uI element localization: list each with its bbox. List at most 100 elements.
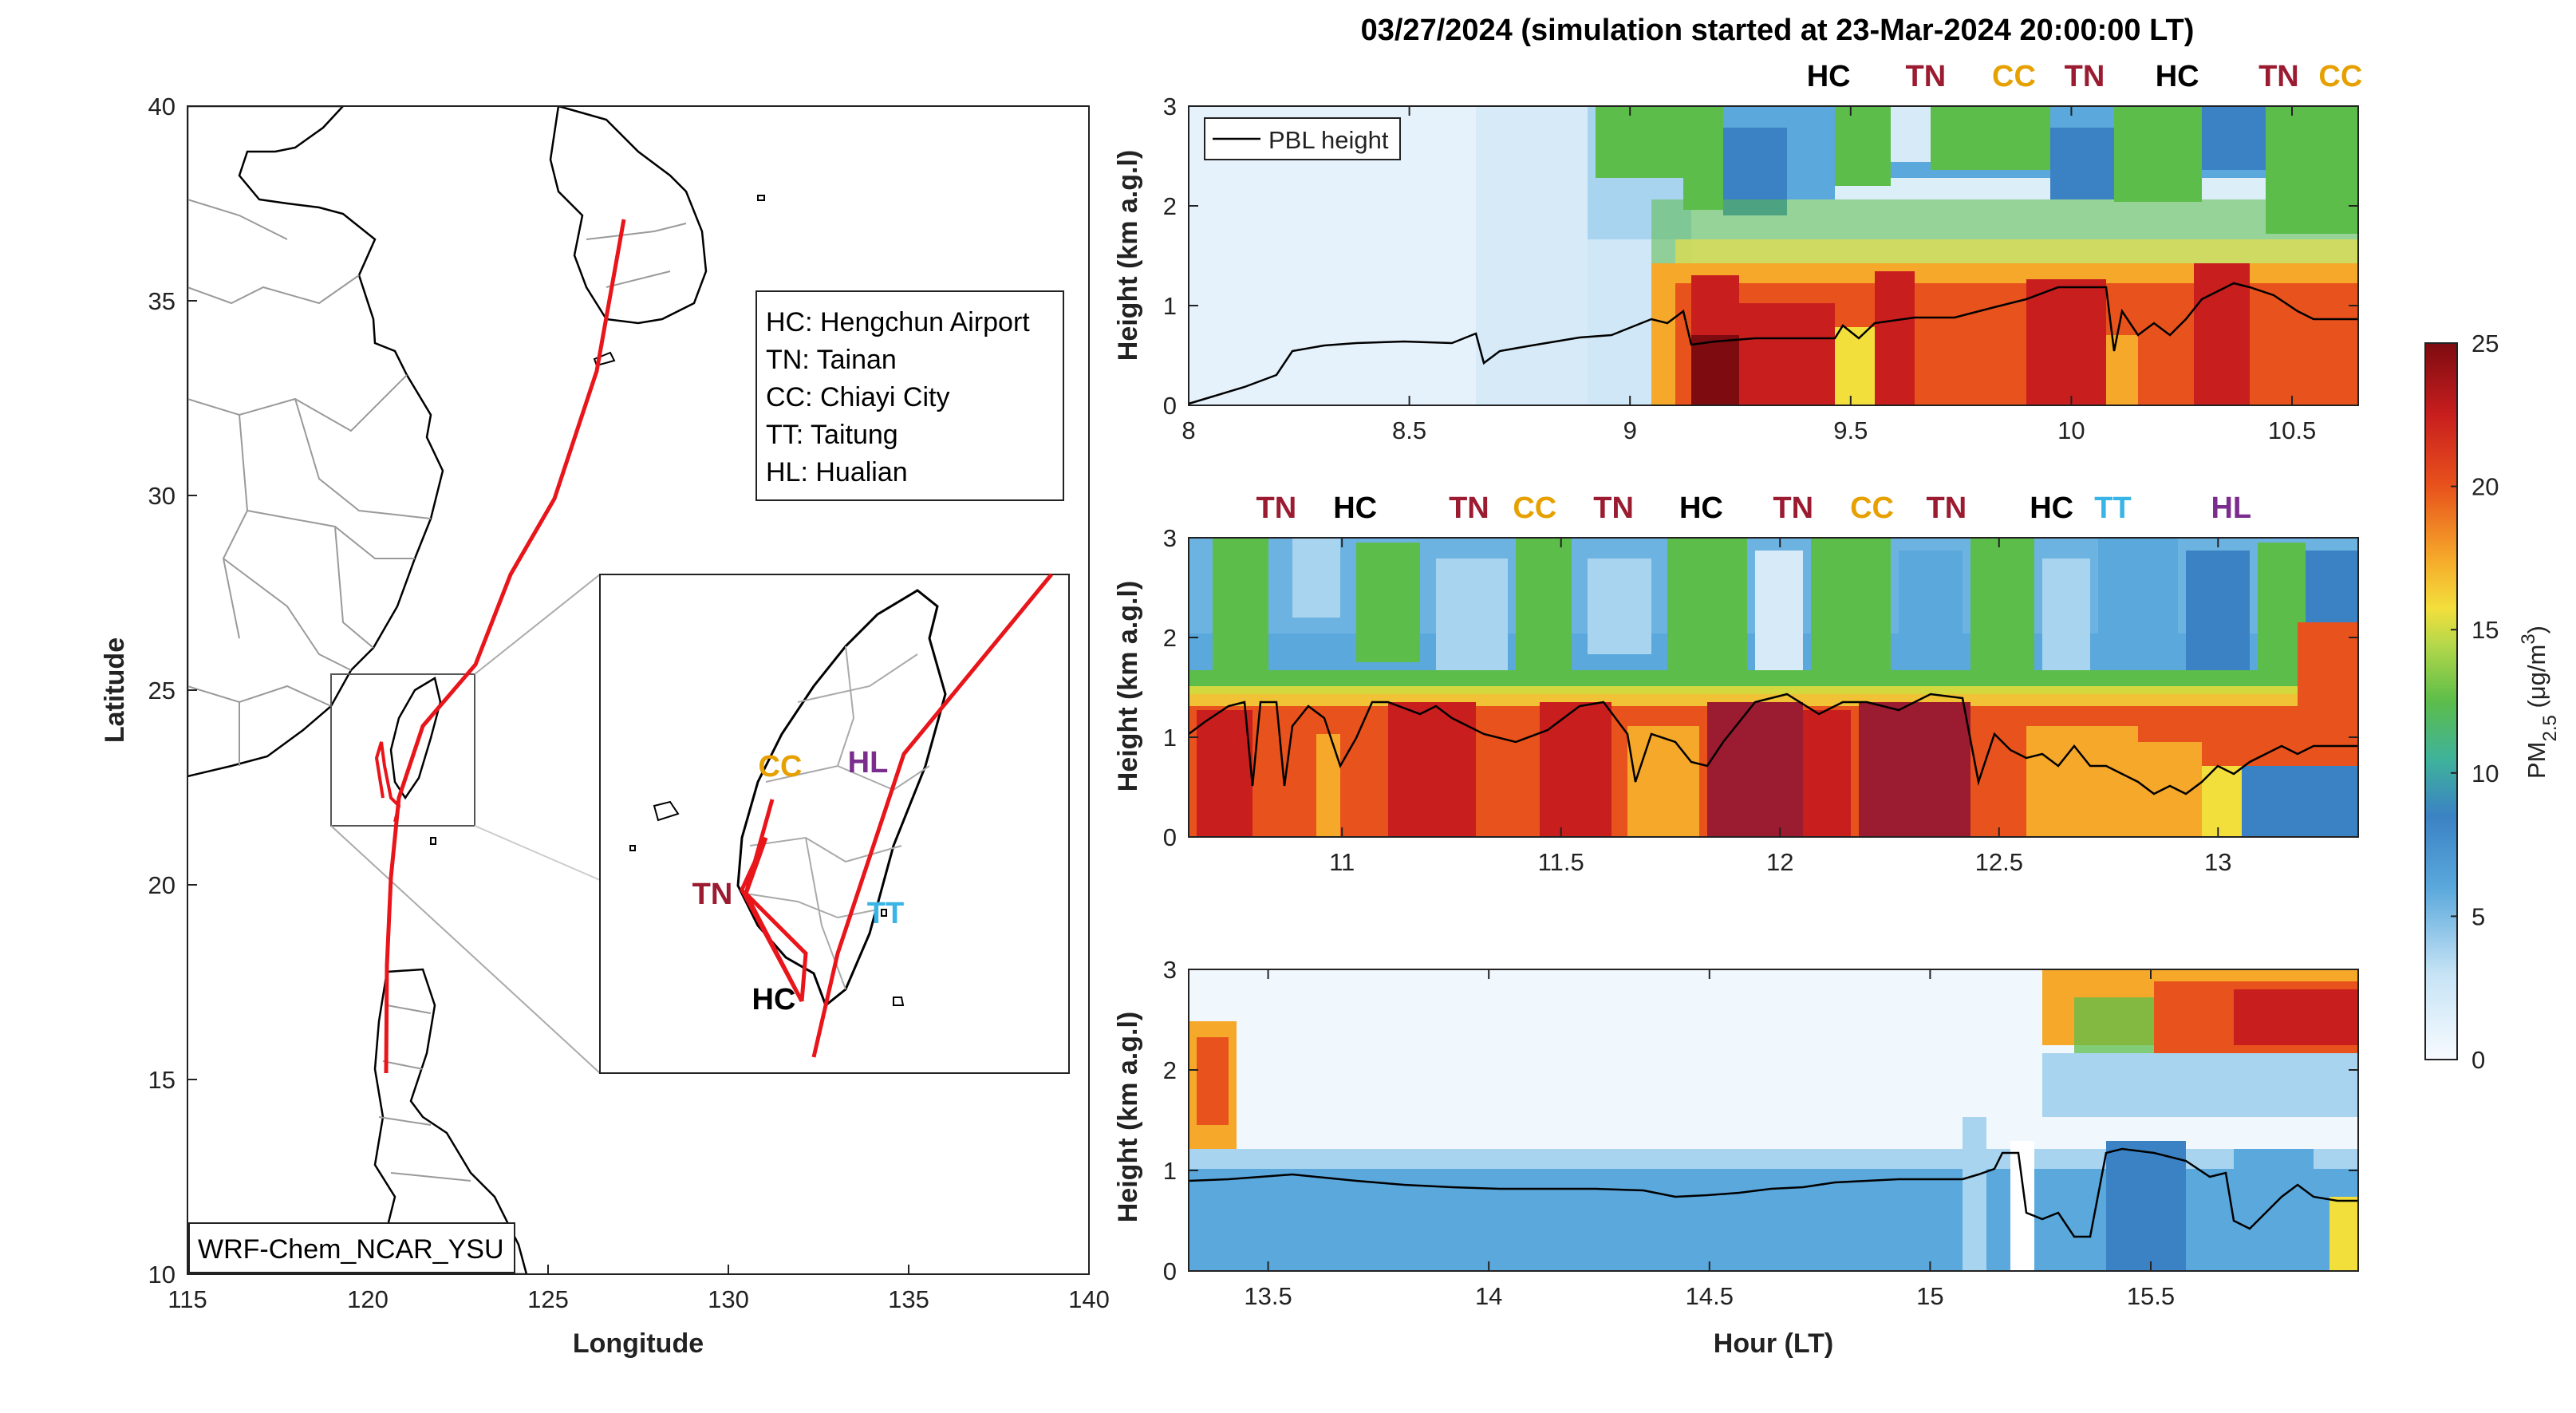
map-ytick-label: 40 (148, 93, 176, 120)
xtick-label: 12.5 (1975, 848, 2023, 876)
ytick-label: 2 (1163, 1056, 1177, 1084)
ytick-label: 3 (1163, 524, 1177, 552)
flight-track (384, 219, 626, 1074)
site-label-tn: TN (2258, 60, 2299, 93)
xtick-label: 8.5 (1392, 416, 1426, 444)
panel-2-ylabel: Height (km a.g.l) (1113, 581, 1143, 791)
zoom-connector-mid (474, 825, 601, 881)
panel-2-site-labels: TN HC TN CC TN HC TN CC TN HC TT HL (1256, 491, 2251, 525)
ytick-label: 2 (1163, 192, 1177, 220)
site-label-tt: TT (2094, 491, 2131, 525)
legend-tt: TT: Taitung (766, 420, 898, 450)
map-xlabel: Longitude (573, 1328, 704, 1359)
xtick-label: 8 (1181, 416, 1195, 444)
site-label-hl: HL (2211, 491, 2251, 525)
map-xtick-label: 120 (347, 1285, 389, 1313)
site-label-hc: HC (1679, 491, 1723, 525)
site-label-tn: TN (1927, 491, 1967, 525)
map-xtick-label: 125 (527, 1285, 569, 1313)
pbl-legend: PBL height (1204, 117, 1401, 160)
ytick-label: 3 (1163, 93, 1177, 120)
xtick-label: 15 (1916, 1282, 1943, 1310)
xtick-label: 14 (1475, 1282, 1502, 1310)
colorbar-tick-label: 15 (2471, 616, 2499, 644)
map-ytick-label: 25 (148, 677, 176, 705)
xtick-label: 10 (2057, 416, 2085, 444)
pbl-height-line-3 (1188, 1147, 2358, 1238)
site-label-hc: HC (2030, 491, 2073, 525)
legend-hl: HL: Hualian (766, 457, 908, 487)
inset-flight-track (811, 573, 1053, 1058)
site-label-cc: CC (1850, 491, 1894, 525)
site-label-cc: CC (2318, 60, 2362, 93)
pbl-height-line-2 (1188, 693, 2358, 795)
inset-label-tn: TN (692, 878, 733, 911)
site-label-cc: CC (1513, 491, 1556, 525)
inset-taiwan-outline (736, 589, 947, 1008)
pbl-height-line-1 (1188, 282, 2358, 405)
map-ytick-label: 10 (148, 1261, 176, 1289)
ytick-label: 1 (1163, 724, 1177, 752)
inset-label-tt: TT (867, 897, 904, 930)
inset-label-hc: HC (752, 983, 796, 1016)
legend-tn: TN: Tainan (766, 345, 897, 375)
figure-title: 03/27/2024 (simulation started at 23-Mar… (1361, 14, 2195, 47)
ytick-label: 3 (1163, 956, 1177, 984)
flight-track-taiwan-loop (374, 741, 401, 823)
map-ytick-label: 30 (148, 482, 176, 510)
map-xtick-label: 115 (168, 1285, 207, 1313)
korea-coastline (549, 106, 708, 325)
pbl-legend-label: PBL height (1268, 126, 1389, 154)
taiwan-inset: CC HL TN TT HC (599, 573, 1070, 1074)
panel-3-x-ticks: 13.5 14 14.5 15 15.5 (1244, 969, 2175, 1310)
colorbar: 0 5 10 15 20 25 PM2.5 (μg/m3) (2424, 330, 2561, 1074)
panel-2-y-ticks: 0 1 2 3 (1163, 524, 2358, 851)
xtick-label: 12 (1766, 848, 1793, 876)
site-label-hc: HC (1333, 491, 1377, 525)
xtick-label: 9 (1623, 416, 1637, 444)
site-label-tn: TN (1593, 491, 1634, 525)
legend-cc: CC: Chiayi City (766, 382, 949, 412)
zoom-box (330, 673, 475, 827)
panel-2-frame (1188, 537, 2359, 838)
xtick-label: 13.5 (1244, 1282, 1292, 1310)
colorbar-bar (2424, 342, 2458, 1060)
ytick-label: 1 (1163, 1157, 1177, 1185)
province-borders (187, 199, 432, 766)
colorbar-label: PM2.5 (μg/m3) (2518, 626, 2561, 779)
zoom-connector-top (474, 574, 601, 675)
site-label-tn: TN (1773, 491, 1813, 525)
ytick-label: 0 (1163, 392, 1177, 420)
site-label-tn: TN (1906, 60, 1947, 93)
site-label-cc: CC (1992, 60, 2036, 93)
colorbar-tick-label: 25 (2471, 330, 2499, 357)
panel-1-frame (1188, 105, 2359, 406)
panel-2-x-ticks: 11 11.5 12 12.5 13 (1329, 538, 2232, 876)
map-legend-box (755, 290, 1064, 501)
xtick-label: 11.5 (1538, 848, 1584, 876)
panel-3-xlabel: Hour (LT) (1714, 1328, 1833, 1359)
trajectory-map: 115 120 125 130 135 140 10 15 20 25 30 35 40 Longit… (100, 93, 1110, 1359)
xtick-label: 13 (2204, 848, 2231, 876)
xtick-label: 10.5 (2268, 416, 2316, 444)
panel-1-x-ticks: 8 8.5 9 9.5 10 10.5 (1181, 106, 2316, 444)
xtick-label: 15.5 (2127, 1282, 2175, 1310)
zoom-connector-bottom (330, 825, 601, 1074)
panel-3-field (1189, 969, 2358, 1271)
colorbar-ticks: 0 5 10 15 20 25 (2451, 330, 2499, 1074)
map-ylabel: Latitude (100, 637, 130, 743)
xtick-label: 11 (1329, 848, 1355, 876)
site-label-tn: TN (1256, 491, 1296, 525)
ytick-label: 1 (1163, 292, 1177, 320)
taiwan-coastline (389, 677, 442, 800)
map-x-ticks: 115 120 125 130 135 140 (168, 1265, 1110, 1313)
map-land (187, 106, 765, 1274)
map-xtick-label: 135 (888, 1285, 929, 1313)
panel-2-field (1189, 538, 2358, 837)
colorbar-tick-label: 10 (2471, 760, 2499, 787)
site-label-tn: TN (2065, 60, 2105, 93)
ytick-label: 0 (1163, 1257, 1177, 1285)
